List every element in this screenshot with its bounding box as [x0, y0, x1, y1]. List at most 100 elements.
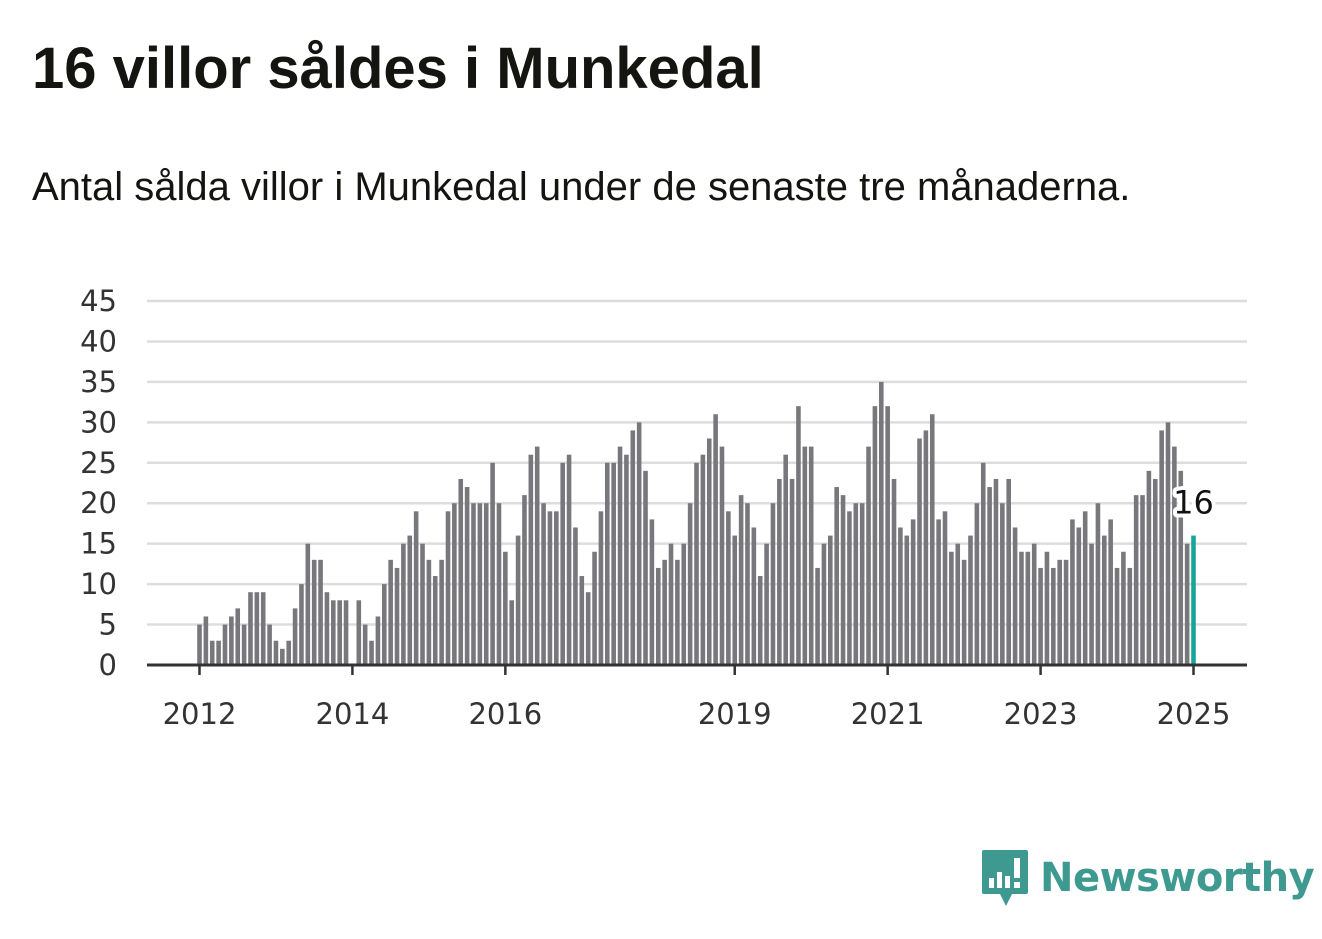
bar: [834, 487, 839, 665]
bar: [777, 478, 782, 665]
y-tick-label: 0: [99, 648, 117, 682]
bar: [1019, 551, 1024, 665]
bar: [394, 567, 400, 665]
bar: [216, 640, 221, 665]
bar: [706, 438, 712, 665]
bar: [299, 584, 304, 665]
bar: [700, 454, 706, 665]
bar: [503, 551, 508, 665]
bar: [1044, 551, 1050, 665]
bar: [534, 446, 540, 665]
bar: [789, 478, 795, 665]
bar: [522, 495, 527, 665]
bar: [955, 543, 961, 665]
bar: [260, 592, 266, 665]
bar: [866, 446, 871, 665]
bar: [872, 406, 878, 665]
bar: [407, 535, 413, 665]
bar: [579, 576, 585, 665]
bar: [305, 543, 311, 665]
bar: [483, 503, 489, 665]
y-tick-label: 20: [80, 486, 117, 520]
y-tick-label: 15: [80, 527, 117, 561]
bar: [1152, 478, 1158, 665]
y-axis-ticks: 0 5 10 15 20 25 30 35 40 45: [80, 284, 117, 682]
y-tick-label: 5: [99, 608, 117, 642]
bar: [273, 640, 279, 665]
bar: [254, 592, 260, 665]
bar: [821, 543, 827, 665]
bar: [375, 616, 381, 665]
bar: [381, 584, 387, 665]
bar: [713, 414, 718, 665]
bar: [1159, 430, 1164, 665]
bar: [343, 600, 349, 665]
bar: [681, 543, 687, 665]
bar: [859, 503, 865, 665]
bar: [745, 503, 750, 665]
bar: [757, 576, 763, 665]
bar: [1102, 535, 1107, 665]
bar: [783, 454, 788, 665]
bar: [369, 640, 374, 665]
bar: [356, 600, 362, 665]
bar: [477, 503, 483, 665]
bar: [1025, 551, 1031, 665]
bars: [197, 381, 1196, 665]
bar: [764, 543, 769, 665]
bar: [280, 648, 285, 665]
bar: [413, 511, 419, 665]
bar: [1140, 495, 1145, 665]
bar: [554, 511, 559, 665]
bar: [573, 527, 578, 665]
bar: [853, 503, 859, 665]
y-tick-label: 30: [80, 405, 117, 439]
bar: [292, 608, 298, 665]
bar: [203, 616, 209, 665]
bar: [668, 543, 674, 665]
bar: [592, 551, 597, 665]
bar: [235, 608, 241, 665]
bar: [840, 495, 846, 665]
bar: [464, 487, 470, 665]
bar: [311, 559, 317, 665]
x-tick-label: 2025: [1157, 697, 1231, 731]
x-tick-label: 2023: [1004, 697, 1078, 731]
bar: [808, 446, 814, 665]
bar: [675, 559, 680, 665]
bar: [1108, 519, 1113, 665]
bar: [1057, 559, 1062, 665]
bar: [439, 559, 444, 665]
bar: [1031, 543, 1037, 665]
bar: [331, 600, 336, 665]
bar: [694, 462, 699, 665]
bar: [942, 511, 948, 665]
bar: [471, 503, 476, 665]
bar: [898, 527, 903, 665]
bar: [1184, 543, 1190, 665]
bar: [286, 640, 291, 665]
bar: [496, 503, 502, 665]
newsworthy-logo-icon: [982, 850, 1028, 906]
bar: [1165, 422, 1171, 665]
y-tick-label: 35: [80, 365, 117, 399]
bar: [847, 511, 852, 665]
bar: [515, 535, 521, 665]
bar: [318, 559, 323, 665]
y-tick-label: 45: [80, 284, 117, 318]
x-tick-label: 2016: [468, 697, 542, 731]
newsworthy-logo: Newsworthy: [980, 848, 1315, 908]
bar: [923, 430, 929, 665]
bar: [420, 543, 425, 665]
y-tick-label: 40: [80, 324, 117, 358]
bar: [611, 462, 616, 665]
bar: [388, 559, 393, 665]
bar: [222, 624, 228, 665]
bar: [929, 414, 935, 665]
bar: [1121, 551, 1126, 665]
bar: [1089, 543, 1094, 665]
bar: [751, 527, 757, 665]
x-tick-label: 2021: [851, 697, 925, 731]
bar: [1070, 519, 1075, 665]
